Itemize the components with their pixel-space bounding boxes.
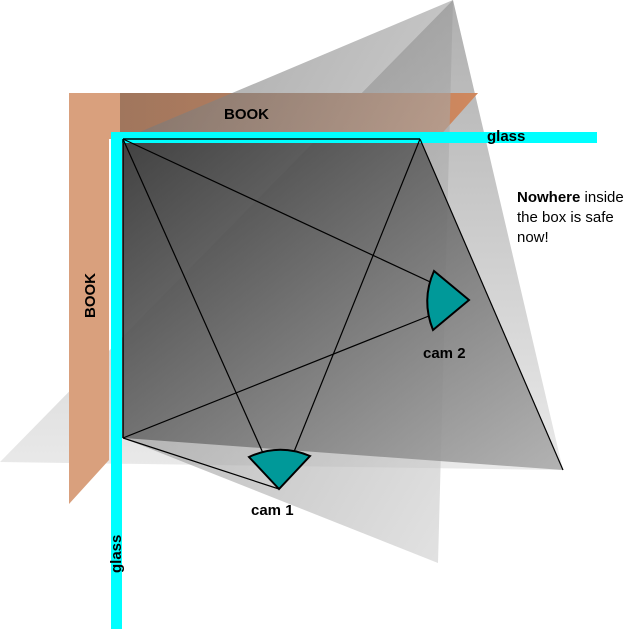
- book-left-label: BOOK: [82, 273, 99, 318]
- cam2-label: cam 2: [423, 345, 466, 362]
- annotation-note: Nowhere inside the box is safe now!: [517, 188, 643, 248]
- glass-top-label: glass: [487, 128, 525, 145]
- glass-left-label: glass: [108, 535, 125, 573]
- cam1-label: cam 1: [251, 502, 294, 519]
- note-bold: Nowhere: [517, 189, 580, 206]
- book-top-label: BOOK: [224, 106, 269, 123]
